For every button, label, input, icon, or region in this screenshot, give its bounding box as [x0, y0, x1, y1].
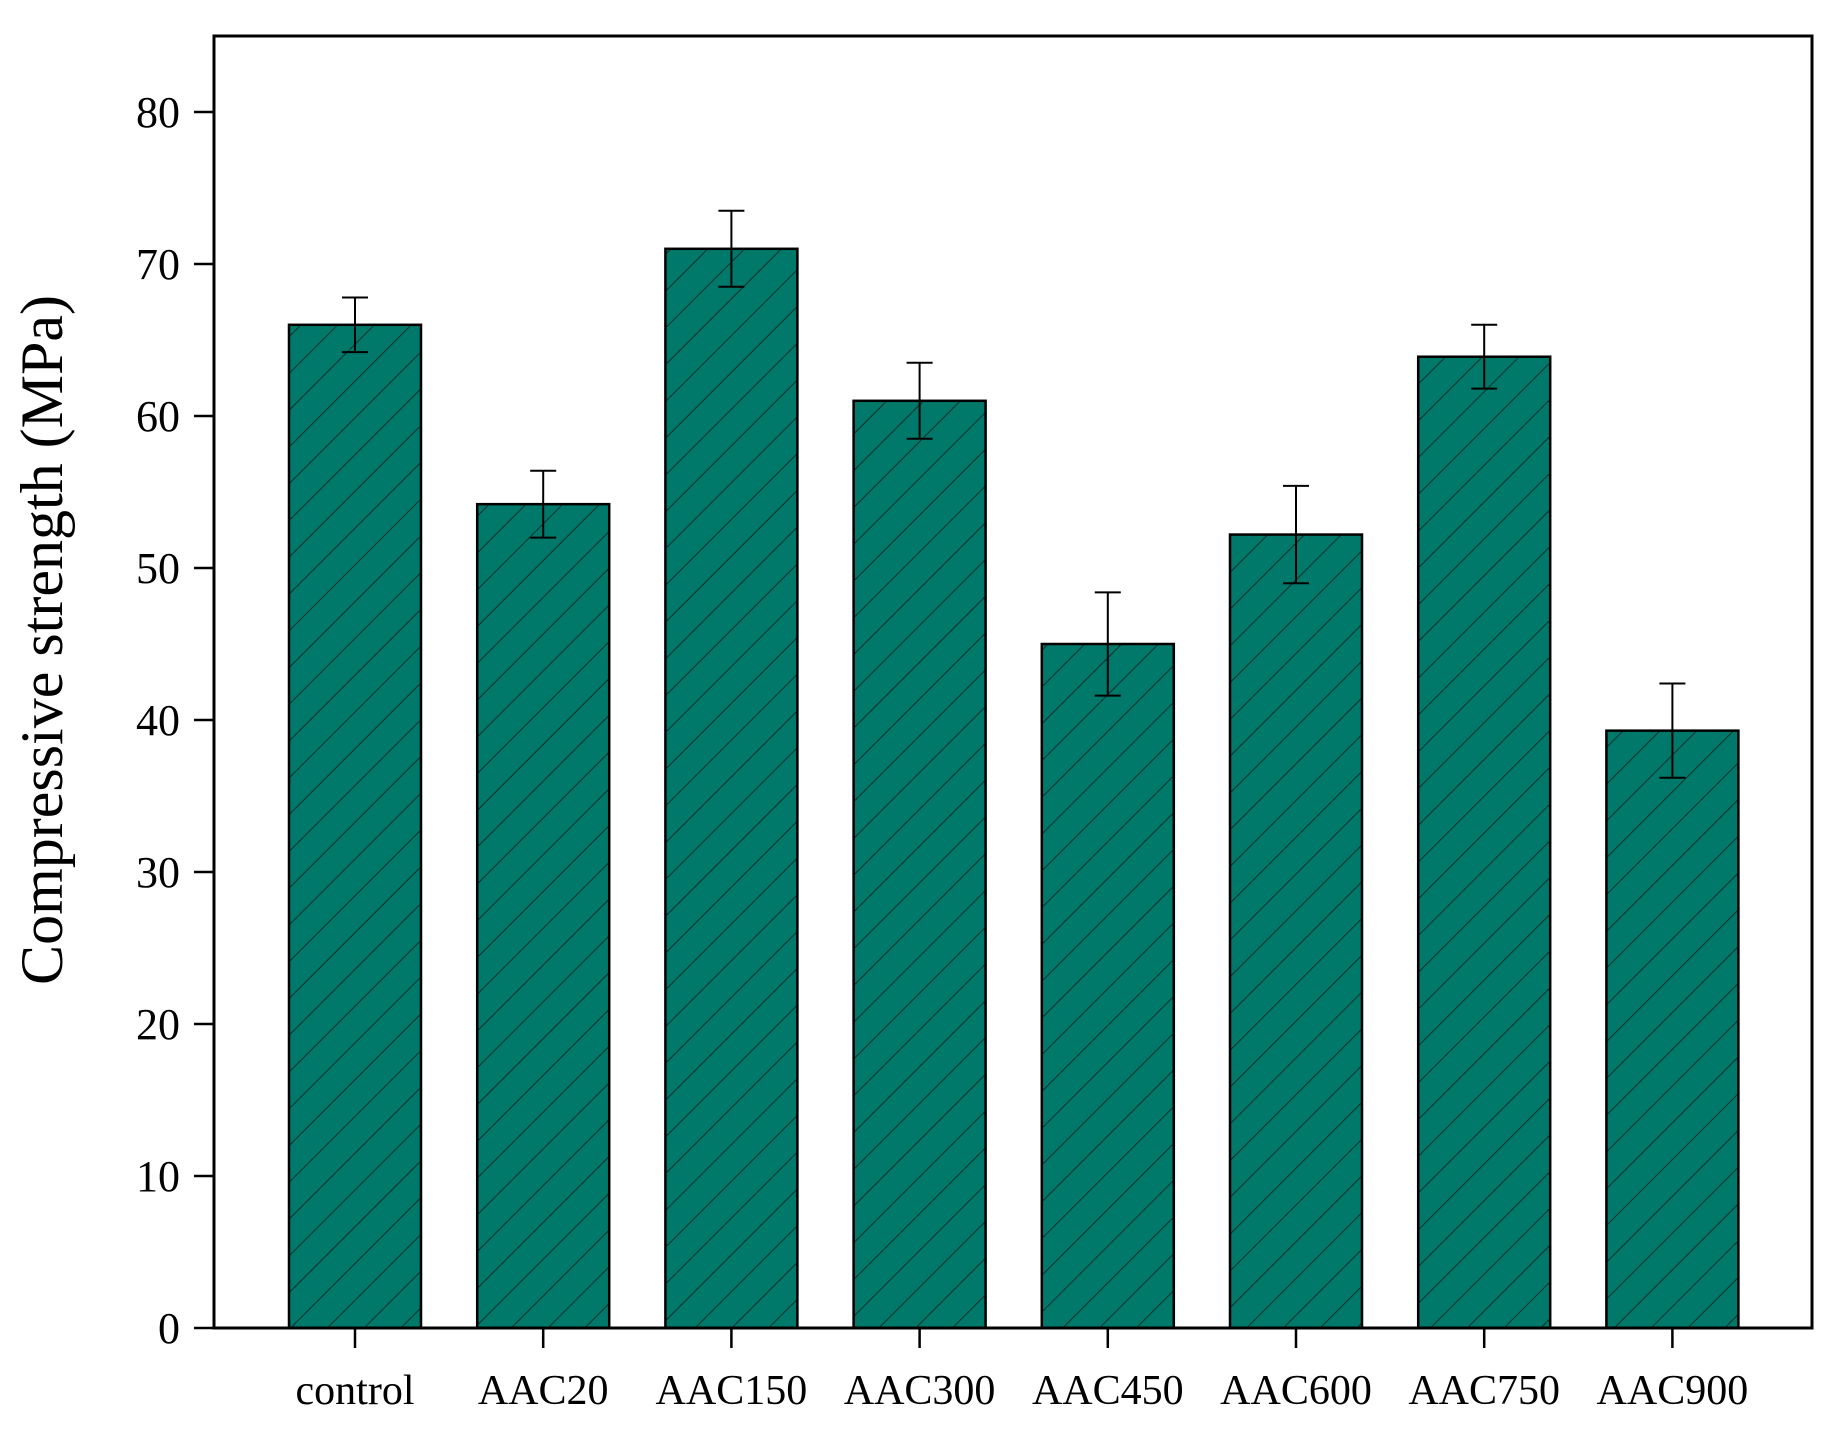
x-axis: control AAC20 AAC150 AAC300 AAC450 AAC600 AAC7…: [296, 1328, 1749, 1414]
bar-control: [287, 323, 423, 1330]
y-tick-label: 30: [136, 848, 180, 897]
error-bars-layer: [342, 209, 1686, 779]
plot-frame: [212, 34, 1814, 1330]
y-tick-label: 50: [136, 544, 180, 593]
y-axis: 0 10 20 30 40 50 60 70 80: [136, 88, 214, 1353]
bar-AAC750: [1416, 355, 1552, 1330]
x-tick-label: AAC750: [1408, 1368, 1560, 1414]
bar-AAC150: [664, 247, 799, 1330]
bar-AAC450: [1040, 642, 1176, 1330]
bar-AAC20: [475, 502, 611, 1330]
x-tick-label: control: [296, 1368, 415, 1414]
y-tick-label: 20: [136, 1000, 180, 1049]
y-tick-label: 70: [136, 240, 180, 289]
y-axis-title: Compressive strength (MPa): [9, 295, 75, 985]
x-tick-label: AAC900: [1597, 1368, 1749, 1414]
y-tick-label: 10: [136, 1152, 180, 1201]
x-tick-label: AAC600: [1220, 1368, 1372, 1414]
y-tick-label: 60: [136, 392, 180, 441]
x-tick-label: AAC450: [1032, 1368, 1184, 1414]
bar-AAC300: [852, 399, 987, 1330]
bars-layer: [287, 247, 1740, 1330]
x-tick-label: AAC150: [656, 1368, 808, 1414]
x-tick-label: AAC300: [844, 1368, 996, 1414]
y-tick-label: 80: [136, 88, 180, 137]
x-tick-label: AAC20: [478, 1368, 609, 1414]
y-tick-label: 40: [136, 696, 180, 745]
bar-AAC600: [1228, 533, 1364, 1330]
y-tick-label: 0: [158, 1304, 180, 1353]
bar-AAC900: [1605, 729, 1740, 1330]
